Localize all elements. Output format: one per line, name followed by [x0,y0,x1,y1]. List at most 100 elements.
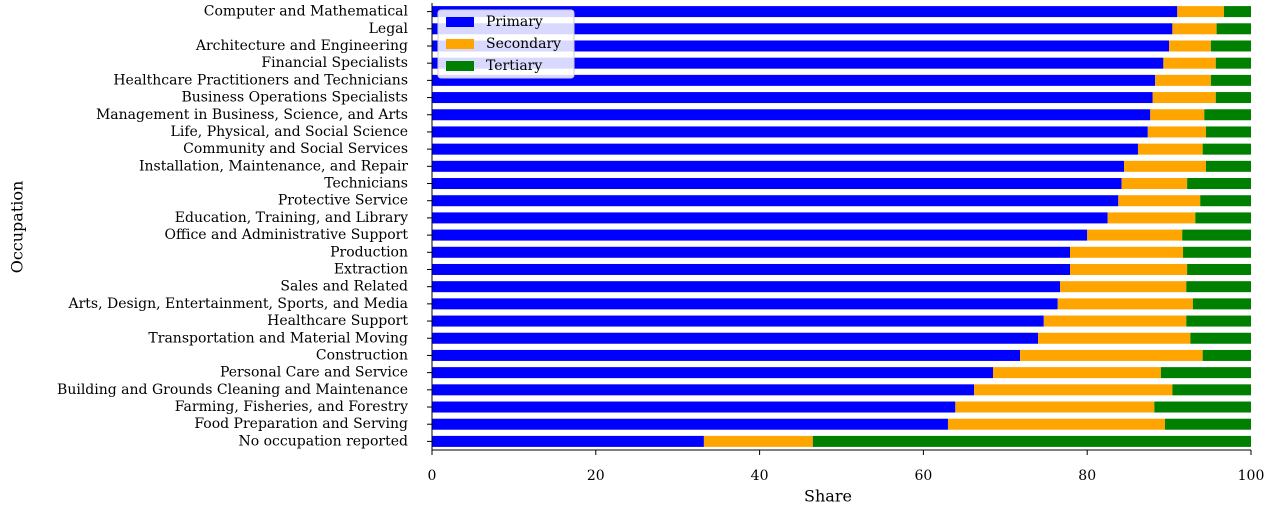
bar-segment [1165,418,1251,430]
y-tick-label: Protective Service [278,193,408,209]
y-tick-label: Community and Social Services [183,141,408,157]
bar-segment [1190,332,1251,344]
x-axis-label: Share [804,487,852,506]
bar-segment [993,367,1161,379]
y-tick-label: No occupation reported [239,433,409,449]
bar-segment [1057,298,1193,310]
bar-segment [1202,349,1251,361]
bar-segment [1187,263,1251,275]
bar-segment [432,160,1125,172]
bar-segment [432,298,1058,310]
y-tick-label: Computer and Mathematical [204,4,409,20]
bar-segment [1172,384,1251,396]
bar-segment [1202,143,1251,155]
y-tick-label: Production [330,244,408,260]
y-tick-label: Personal Care and Service [220,365,408,381]
bar-segment [432,367,994,379]
bar-segment [955,401,1155,413]
bar-segment [432,332,1039,344]
legend-swatch [446,17,474,27]
y-tick-label: Sales and Related [280,279,408,295]
bar-segment [1215,92,1251,104]
bar-segment [432,229,1088,241]
bar-segment [432,6,1178,18]
bar-segment [1172,23,1217,35]
y-tick-label: Legal [369,21,409,37]
bar-segment [703,435,813,447]
bar-segment [432,349,1021,361]
bar-segment [1223,6,1251,18]
bar-segment [432,263,1071,275]
bar-segment [432,384,975,396]
y-tick-label: Installation, Maintenance, and Repair [139,158,408,174]
bar-segment [432,435,704,447]
bar-segment [432,212,1108,224]
bar-segment [1177,6,1224,18]
bar-segment [1070,263,1188,275]
y-tick-label: Office and Administrative Support [165,227,409,243]
x-tick-label: 20 [587,468,605,484]
bar-segment [1169,40,1211,52]
bar-segment [1070,246,1184,258]
y-tick-label: Food Preparation and Serving [194,416,408,432]
bar-segment [974,384,1173,396]
bar-segment [1205,160,1251,172]
bar-segment [1182,229,1251,241]
legend-label: Primary [486,14,543,30]
bar-segment [432,178,1122,190]
y-tick-label: Business Operations Specialists [182,90,409,106]
x-tick-label: 40 [751,468,769,484]
bar-segment [432,281,1061,293]
bar-segment [432,246,1071,258]
y-tick-label: Life, Physical, and Social Science [171,124,408,140]
legend-label: Tertiary [486,58,542,74]
bar-segment [1155,74,1211,86]
bar-segment [1215,57,1251,69]
y-tick-label: Farming, Fisheries, and Forestry [175,399,408,415]
legend-label: Secondary [486,36,561,52]
legend-swatch [446,61,474,71]
bar-segment [1204,109,1251,121]
bar-segment [432,315,1044,327]
bar-segment [1160,367,1251,379]
bar-segment [432,23,1173,35]
y-tick-label: Financial Specialists [261,55,408,71]
x-tick-label: 80 [1078,468,1096,484]
bar-segment [947,418,1166,430]
bar-segment [1210,74,1251,86]
y-tick-label: Arts, Design, Entertainment, Sports, and… [67,296,408,312]
y-tick-label: Transportation and Material Moving [148,330,408,346]
bar-segment [432,418,948,430]
bar-segment [432,126,1148,138]
bar-segment [1186,281,1251,293]
bar-segment [1187,178,1251,190]
bar-segment [432,40,1170,52]
bar-segment [432,195,1119,207]
bar-segment [812,435,1251,447]
bar-segment [1154,401,1251,413]
bar-segment [1186,315,1251,327]
bar-segment [1060,281,1187,293]
y-tick-label: Construction [316,347,408,363]
y-tick-label: Extraction [334,261,408,277]
y-tick-label: Architecture and Engineering [195,38,408,54]
bar-segment [1038,332,1191,344]
bar-segment [1150,109,1205,121]
y-tick-label: Healthcare Support [267,313,408,329]
bar-segment [1124,160,1206,172]
bar-segment [1152,92,1216,104]
legend-swatch [446,39,474,49]
bar-segment [1118,195,1201,207]
bar-segment [432,92,1153,104]
x-tick-label: 0 [428,468,437,484]
bar-segment [1183,246,1251,258]
bar-segment [432,74,1156,86]
bar-segment [1195,212,1251,224]
bar-segment [1192,298,1251,310]
bar-segment [1020,349,1203,361]
y-tick-label: Education, Training, and Library [175,210,408,226]
bar-segment [1216,23,1251,35]
bar-segment [432,143,1138,155]
bar-segment [1043,315,1187,327]
